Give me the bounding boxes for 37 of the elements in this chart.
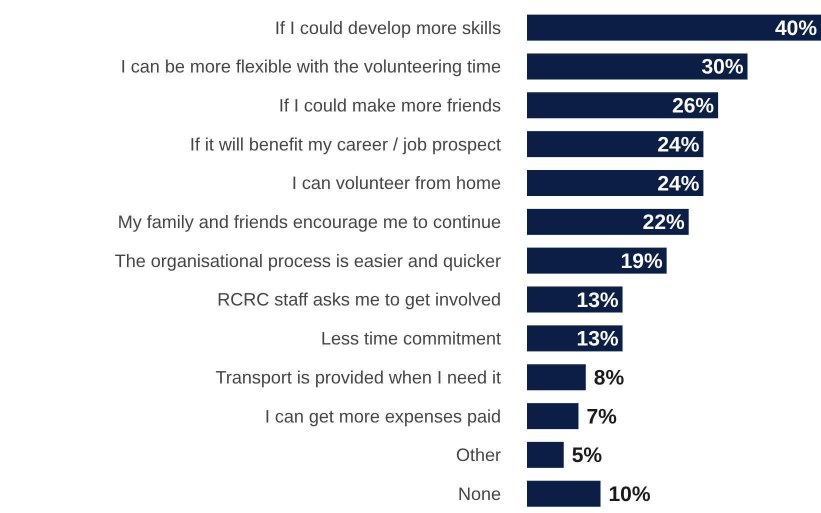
bar bbox=[527, 403, 578, 430]
y-tick-label: If I could make more friends bbox=[278, 96, 501, 116]
data-label: 19% bbox=[620, 250, 663, 273]
y-tick-label: I can get more expenses paid bbox=[264, 406, 501, 426]
y-tick-label: Less time commitment bbox=[320, 328, 501, 349]
data-label: 7% bbox=[586, 405, 618, 428]
y-tick-label: Other bbox=[456, 445, 501, 466]
y-tick-label: The organisational process is easier and quicker bbox=[114, 250, 501, 271]
bar bbox=[527, 53, 748, 80]
data-label: 8% bbox=[594, 366, 624, 390]
bar bbox=[527, 14, 821, 41]
y-tick-label: If it will benefit my career / job prospect bbox=[190, 134, 501, 154]
data-label: 13% bbox=[576, 328, 619, 351]
bar bbox=[527, 170, 704, 196]
data-label: 22% bbox=[642, 211, 686, 234]
bar bbox=[527, 131, 704, 158]
data-label: 10% bbox=[608, 483, 651, 506]
bar bbox=[527, 92, 718, 118]
data-label: 24% bbox=[657, 133, 700, 156]
bar bbox=[527, 208, 689, 235]
bar bbox=[527, 480, 600, 507]
y-tick-label: Transport is provided when I need it bbox=[216, 367, 501, 388]
data-label: 24% bbox=[657, 172, 700, 196]
y-tick-label: I can volunteer from home bbox=[292, 173, 501, 194]
y-tick-label: I can be more flexible with the volunteering time bbox=[120, 56, 501, 77]
y-tick-label: None bbox=[458, 484, 501, 504]
data-label: 5% bbox=[572, 444, 602, 468]
y-tick-label: My family and friends encourage me to continue bbox=[118, 212, 501, 232]
bar bbox=[527, 442, 564, 468]
y-tick-label: RCRC staff asks me to get involved bbox=[217, 290, 501, 310]
bar bbox=[527, 248, 667, 274]
data-label: 13% bbox=[576, 288, 619, 312]
bar bbox=[527, 364, 586, 390]
y-tick-label: If I could develop more skills bbox=[274, 18, 501, 38]
data-label: 26% bbox=[672, 94, 714, 118]
data-label: 30% bbox=[701, 56, 744, 79]
data-label: 40% bbox=[774, 16, 818, 40]
